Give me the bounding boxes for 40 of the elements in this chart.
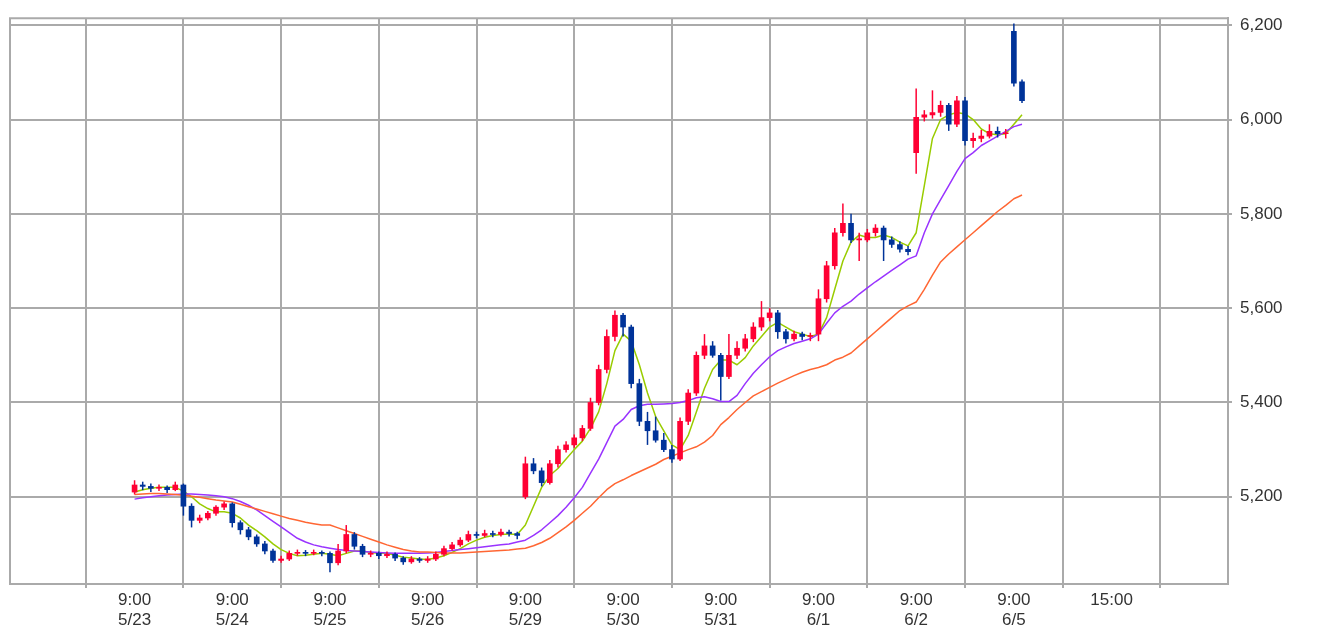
- y-tick-label: 5,400: [1240, 392, 1283, 412]
- y-tick-label: 6,200: [1240, 14, 1283, 34]
- candlestick: [612, 309, 618, 342]
- candlestick: [278, 554, 284, 564]
- candlestick: [546, 459, 553, 486]
- candlestick: [375, 550, 382, 560]
- candlestick: [164, 484, 170, 494]
- candlestick: [652, 415, 659, 444]
- candlestick: [343, 524, 350, 555]
- x-tick-label: 15:00: [1090, 589, 1133, 609]
- candlestick: [620, 312, 626, 338]
- x-tick-label: 9:00 5/23: [118, 589, 152, 630]
- x-tick-label: 9:00 5/25: [313, 589, 347, 630]
- candlestick: [856, 231, 863, 262]
- x-tick-label: 9:00 6/1: [801, 589, 836, 630]
- x-tick-label: 9:00 5/31: [704, 589, 738, 630]
- y-tick-label: 6,000: [1240, 109, 1283, 129]
- y-tick-label: 5,600: [1240, 297, 1283, 317]
- x-tick-label: 9:00 5/24: [215, 589, 249, 630]
- y-tick-label: 5,800: [1240, 203, 1283, 223]
- x-tick-label: 9:00 6/5: [997, 589, 1031, 630]
- candlestick: [840, 202, 846, 238]
- x-tick-label: 9:00 5/30: [606, 589, 640, 630]
- x-tick-label: 9:00 6/2: [899, 589, 933, 630]
- candlestick: [229, 501, 236, 529]
- candlestick: [774, 309, 781, 340]
- candlestick: [1019, 78, 1025, 104]
- candlestick: [726, 333, 732, 380]
- candlestick: [848, 213, 854, 244]
- candlestick: [660, 432, 667, 453]
- x-tick-label: 9:00 5/29: [508, 589, 542, 630]
- candlestick: [945, 102, 952, 132]
- candlestick: [970, 132, 976, 149]
- candlestick: [327, 550, 333, 573]
- candlestick: [555, 445, 561, 469]
- candlestick: [717, 352, 724, 402]
- x-tick-label: 9:00 5/26: [411, 589, 445, 630]
- candlestick: [384, 550, 390, 559]
- y-tick-label: 5,200: [1240, 486, 1283, 506]
- candlestick: [335, 543, 341, 566]
